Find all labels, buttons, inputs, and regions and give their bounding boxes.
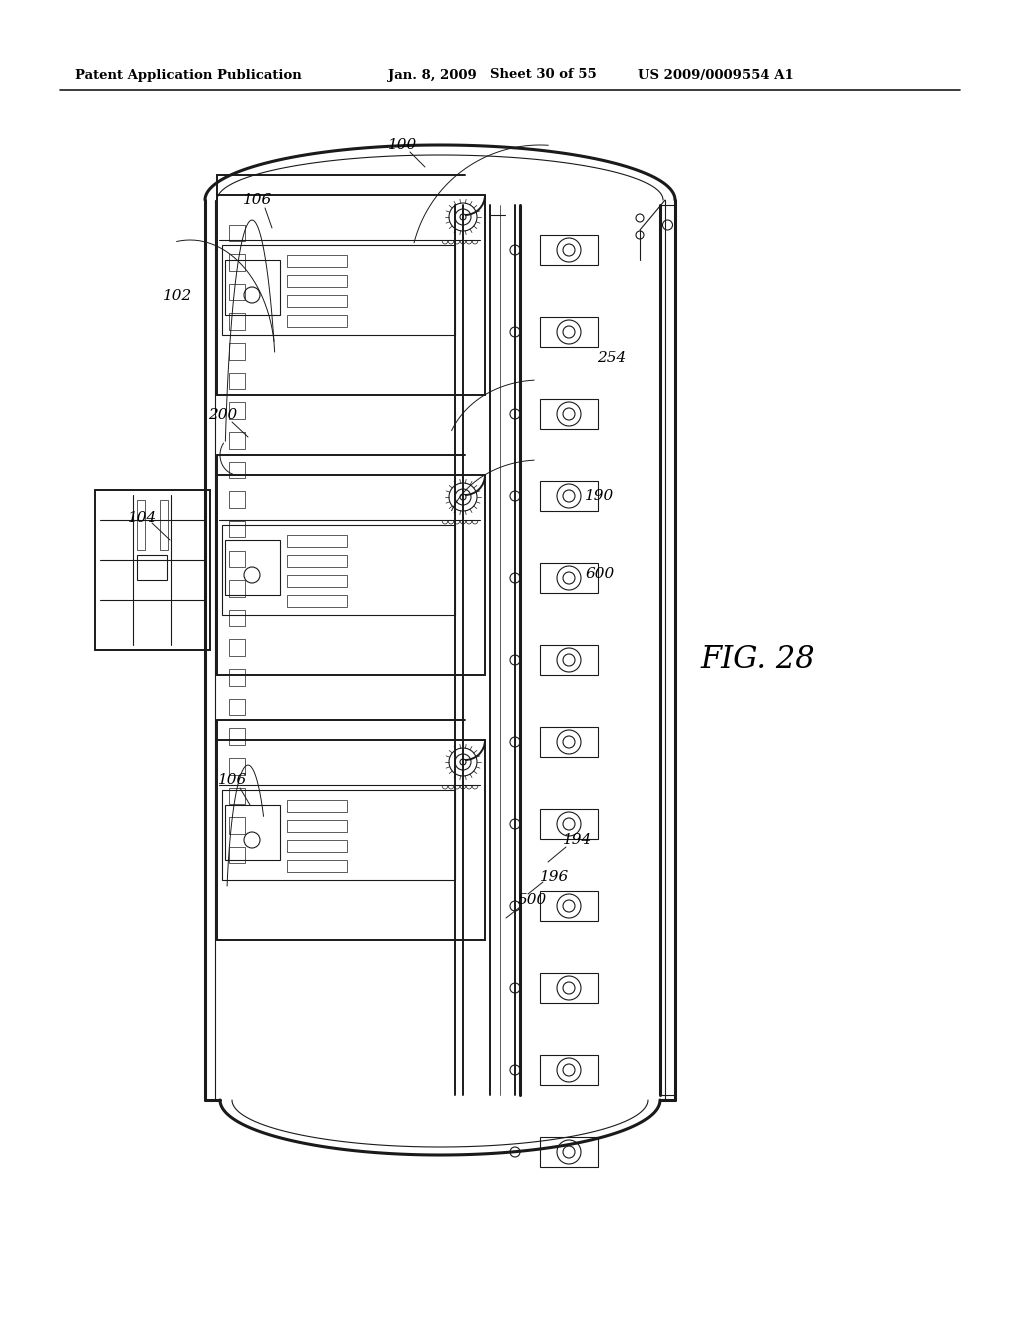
Text: 600: 600 <box>586 568 614 581</box>
Bar <box>229 698 245 715</box>
Bar <box>287 255 347 267</box>
Bar <box>540 317 598 347</box>
Text: 106: 106 <box>244 193 272 207</box>
Bar <box>137 500 145 550</box>
Bar <box>217 741 485 940</box>
Bar <box>229 343 245 359</box>
Text: 196: 196 <box>541 870 569 884</box>
Bar <box>287 535 347 546</box>
Bar <box>229 432 245 449</box>
Bar <box>229 817 245 834</box>
Bar <box>540 891 598 921</box>
Bar <box>229 610 245 627</box>
Bar <box>229 847 245 863</box>
Text: 100: 100 <box>388 139 418 152</box>
Text: 106: 106 <box>218 774 248 787</box>
Bar <box>540 1055 598 1085</box>
Bar <box>287 800 347 812</box>
Bar <box>95 490 210 649</box>
Bar <box>287 554 347 568</box>
Text: 254: 254 <box>597 351 627 366</box>
Text: 500: 500 <box>517 894 547 907</box>
Bar <box>287 820 347 832</box>
Bar <box>229 729 245 744</box>
Bar <box>225 540 280 595</box>
Bar <box>222 525 455 615</box>
Bar <box>217 195 485 395</box>
Bar <box>540 973 598 1003</box>
Bar <box>229 224 245 242</box>
Bar <box>229 581 245 597</box>
Text: Patent Application Publication: Patent Application Publication <box>75 69 302 82</box>
Bar <box>540 809 598 840</box>
Text: FIG. 28: FIG. 28 <box>700 644 815 676</box>
Text: 104: 104 <box>128 511 158 525</box>
Bar <box>540 235 598 265</box>
Text: US 2009/0009554 A1: US 2009/0009554 A1 <box>638 69 794 82</box>
Bar <box>160 500 168 550</box>
Text: Jan. 8, 2009: Jan. 8, 2009 <box>388 69 477 82</box>
Bar <box>217 475 485 675</box>
Bar <box>229 521 245 537</box>
Bar <box>222 789 455 880</box>
Bar <box>540 480 598 511</box>
Bar <box>287 840 347 851</box>
Bar <box>229 403 245 418</box>
Bar <box>137 554 167 579</box>
Bar <box>229 550 245 568</box>
Bar <box>540 564 598 593</box>
Bar <box>229 372 245 389</box>
Bar <box>540 727 598 756</box>
Bar <box>287 595 347 607</box>
Bar <box>225 805 280 861</box>
Bar <box>229 255 245 271</box>
Bar <box>229 284 245 301</box>
Text: 190: 190 <box>586 488 614 503</box>
Bar <box>287 315 347 327</box>
Bar <box>540 1137 598 1167</box>
Bar <box>540 399 598 429</box>
Bar <box>287 861 347 873</box>
Text: 200: 200 <box>208 408 238 422</box>
Text: 194: 194 <box>563 833 593 847</box>
Bar <box>540 645 598 675</box>
Bar <box>287 275 347 286</box>
Bar <box>225 260 280 315</box>
Bar <box>229 462 245 478</box>
Bar <box>222 246 455 335</box>
Bar <box>287 576 347 587</box>
Bar <box>229 313 245 330</box>
Bar <box>229 639 245 656</box>
Bar <box>229 669 245 685</box>
Bar <box>229 788 245 804</box>
Text: Sheet 30 of 55: Sheet 30 of 55 <box>490 69 597 82</box>
Bar <box>229 491 245 508</box>
Text: 102: 102 <box>164 289 193 304</box>
Bar <box>229 758 245 775</box>
Bar <box>287 294 347 308</box>
